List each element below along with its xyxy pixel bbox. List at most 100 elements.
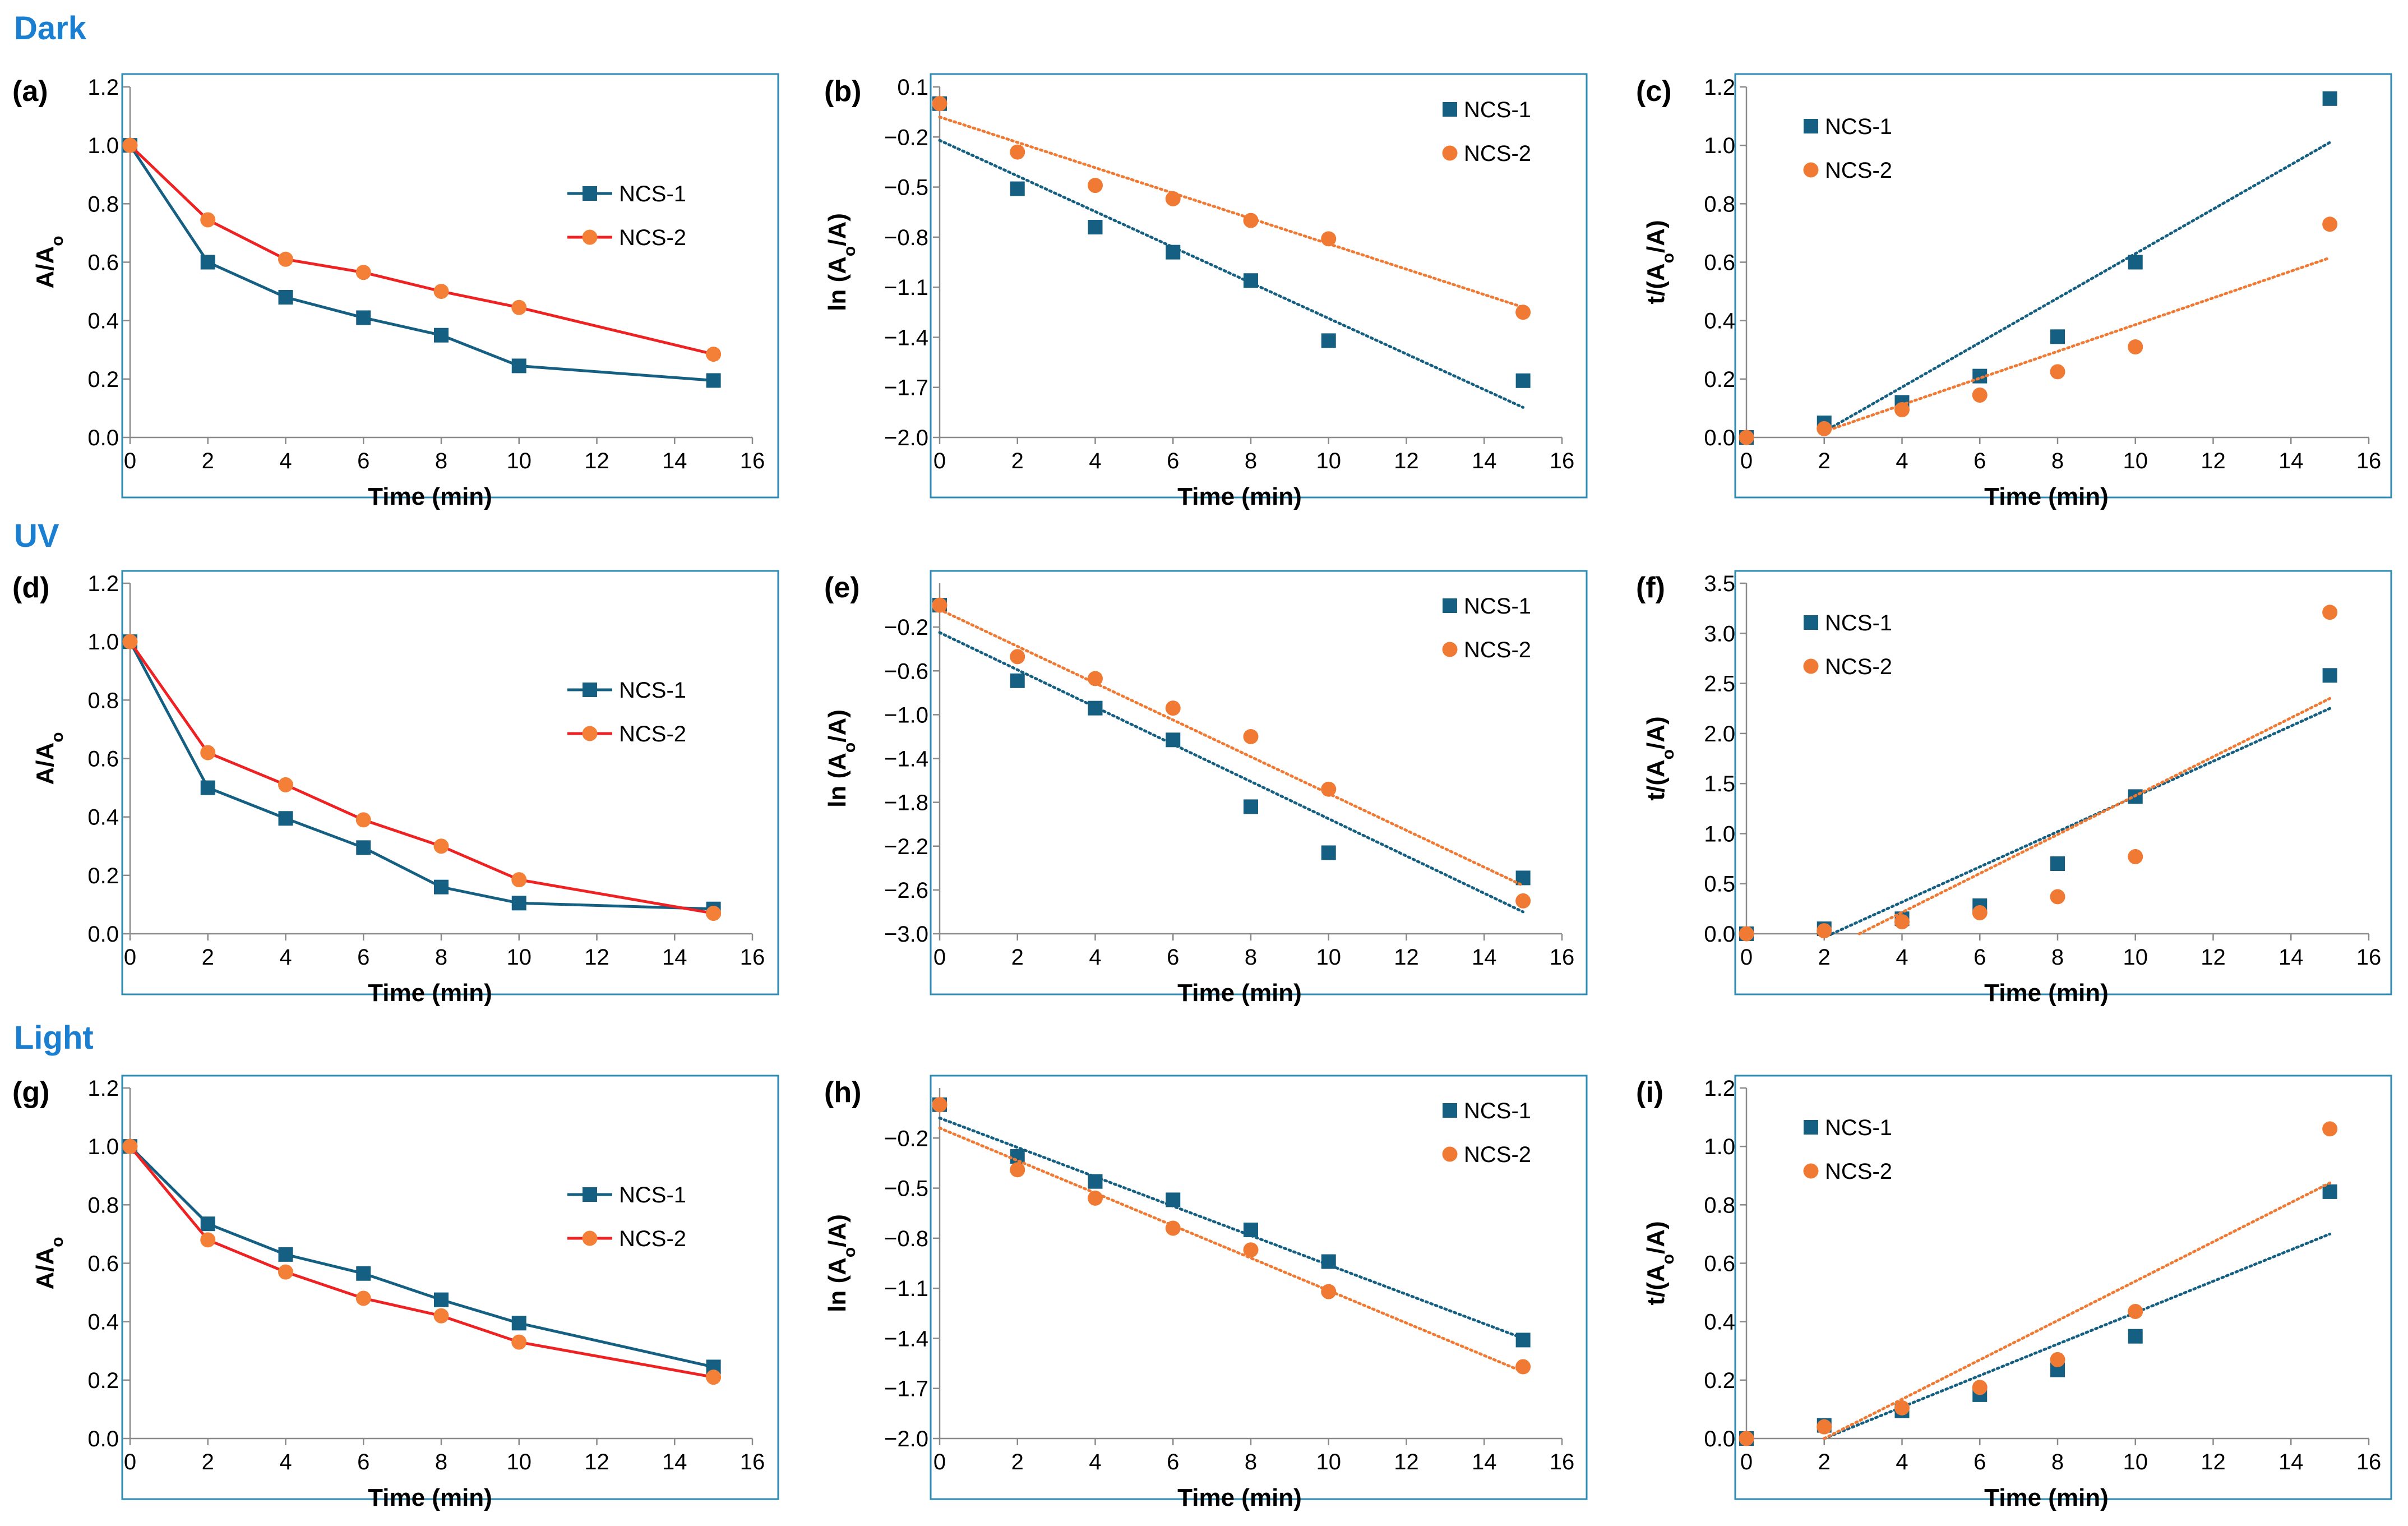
- y-tick-label: 1.0: [1704, 133, 1735, 158]
- legend-label: NCS-2: [619, 225, 686, 250]
- data-point-ncs-2: [1817, 923, 1832, 939]
- y-tick-label: 3.5: [1704, 571, 1735, 596]
- x-tick-label: 14: [662, 1450, 687, 1474]
- legend-label: NCS-2: [619, 1227, 686, 1251]
- legend-label: NCS-1: [619, 1183, 686, 1207]
- data-point-ncs-2: [1894, 1400, 1910, 1416]
- y-tick-label: −1.4: [884, 1326, 928, 1351]
- data-point-ncs-2: [355, 1290, 371, 1306]
- y-axis-label: A/Ao: [31, 1237, 67, 1289]
- x-tick-label: 14: [1472, 1450, 1497, 1474]
- y-tick-label: −2.2: [884, 835, 928, 859]
- legend-label: NCS-2: [1464, 1142, 1531, 1167]
- y-tick-label: 0.8: [1704, 1193, 1735, 1218]
- y-tick-label: −2.0: [884, 426, 928, 450]
- data-point-ncs-1: [434, 1292, 449, 1307]
- data-point-ncs-2: [1894, 914, 1910, 930]
- y-tick-label: −0.8: [884, 225, 928, 250]
- data-point-ncs-1: [1010, 673, 1025, 688]
- section-title-uv: UV: [14, 518, 59, 554]
- y-tick-label: 0.6: [1704, 251, 1735, 275]
- panel-frame: [930, 570, 1588, 995]
- y-tick-label: 0.2: [1704, 1368, 1735, 1393]
- data-point-ncs-1: [200, 780, 215, 795]
- y-axis-label: A/Ao: [31, 732, 67, 785]
- data-point-ncs-2: [1321, 1284, 1337, 1299]
- x-tick-label: 2: [202, 945, 214, 970]
- x-tick-label: 6: [1167, 1450, 1179, 1474]
- data-point-ncs-2: [355, 265, 371, 280]
- data-point-ncs-2: [2050, 364, 2065, 380]
- y-tick-label: 0.4: [87, 309, 119, 334]
- data-point-ncs-1: [200, 1216, 215, 1232]
- x-tick-label: 2: [1818, 1450, 1831, 1474]
- data-point-ncs-2: [278, 1264, 293, 1280]
- x-tick-label: 6: [357, 1450, 369, 1474]
- data-point-ncs-2: [122, 1138, 138, 1154]
- legend-label: NCS-1: [1464, 1099, 1531, 1123]
- data-point-ncs-1: [278, 1247, 293, 1262]
- data-point-ncs-2: [2128, 849, 2143, 864]
- data-point-ncs-1: [511, 896, 526, 911]
- x-tick-label: 6: [1973, 449, 1986, 473]
- y-tick-label: −0.6: [884, 659, 928, 684]
- panel-label: (f): [1636, 571, 1665, 604]
- y-tick-label: −3.0: [884, 922, 928, 947]
- x-tick-label: 0: [124, 945, 136, 970]
- legend-marker: [1804, 615, 1818, 630]
- panel-label: (g): [12, 1076, 49, 1109]
- x-tick-label: 16: [740, 1450, 765, 1474]
- data-point-ncs-1: [1972, 368, 1988, 384]
- x-tick-label: 8: [2051, 945, 2064, 970]
- data-point-ncs-2: [433, 284, 449, 299]
- x-tick-label: 0: [1740, 1450, 1753, 1474]
- y-tick-label: 0.2: [87, 1368, 119, 1393]
- x-tick-label: 0: [124, 1450, 136, 1474]
- x-tick-label: 14: [1472, 449, 1497, 473]
- legend-label: NCS-2: [619, 722, 686, 746]
- legend-marker: [582, 229, 598, 245]
- data-point-ncs-1: [511, 358, 526, 374]
- legend-label: NCS-2: [1464, 141, 1531, 166]
- x-tick-label: 10: [1316, 1450, 1342, 1474]
- data-point-ncs-1: [1244, 273, 1258, 288]
- data-point-ncs-2: [1972, 387, 1988, 403]
- x-tick-label: 0: [933, 449, 946, 473]
- y-tick-label: 0.8: [1704, 192, 1735, 216]
- legend-marker: [583, 1187, 597, 1202]
- data-point-ncs-1: [200, 255, 215, 270]
- y-tick-label: 1.0: [1704, 822, 1735, 846]
- panel-i: (i) 0 2 4 6 8 10 12 14 16 0.0 0.2 0.4 0.6 0.8 1.0 1.2 Tim…: [1636, 1075, 2392, 1511]
- x-tick-label: 0: [124, 449, 136, 473]
- y-tick-label: 0.8: [87, 1193, 119, 1218]
- panel-label: (b): [824, 75, 861, 108]
- y-axis-label: t/(Ao/A): [1642, 716, 1677, 800]
- legend-marker: [582, 1230, 598, 1246]
- data-point-ncs-2: [706, 347, 722, 362]
- data-point-ncs-2: [2050, 889, 2065, 905]
- x-tick-label: 4: [1896, 449, 1908, 473]
- data-point-ncs-2: [122, 137, 138, 153]
- panel-label: (h): [824, 1076, 861, 1109]
- legend-label: NCS-1: [1825, 114, 1892, 139]
- x-tick-label: 6: [1167, 449, 1179, 473]
- data-point-ncs-2: [2128, 339, 2143, 355]
- data-point-ncs-2: [1165, 700, 1181, 716]
- legend-label: NCS-1: [619, 182, 686, 206]
- y-tick-label: −1.4: [884, 325, 928, 350]
- trendline-ncs-1: [938, 139, 1525, 409]
- x-tick-label: 2: [1011, 1450, 1024, 1474]
- series-line-ncs-1: [128, 144, 714, 382]
- x-tick-label: 8: [435, 449, 447, 473]
- x-tick-label: 8: [435, 1450, 447, 1474]
- y-tick-label: 1.2: [1704, 1076, 1735, 1101]
- data-point-ncs-2: [1739, 1431, 1754, 1446]
- data-point-ncs-1: [2128, 255, 2143, 270]
- legend-marker: [582, 726, 598, 741]
- y-tick-label: −1.8: [884, 791, 928, 815]
- legend-marker: [583, 683, 597, 697]
- data-point-ncs-1: [1244, 799, 1258, 814]
- y-tick-label: 0.6: [87, 747, 119, 772]
- x-tick-label: 12: [1394, 449, 1419, 473]
- y-axis-label: t/(Ao/A): [1642, 220, 1677, 304]
